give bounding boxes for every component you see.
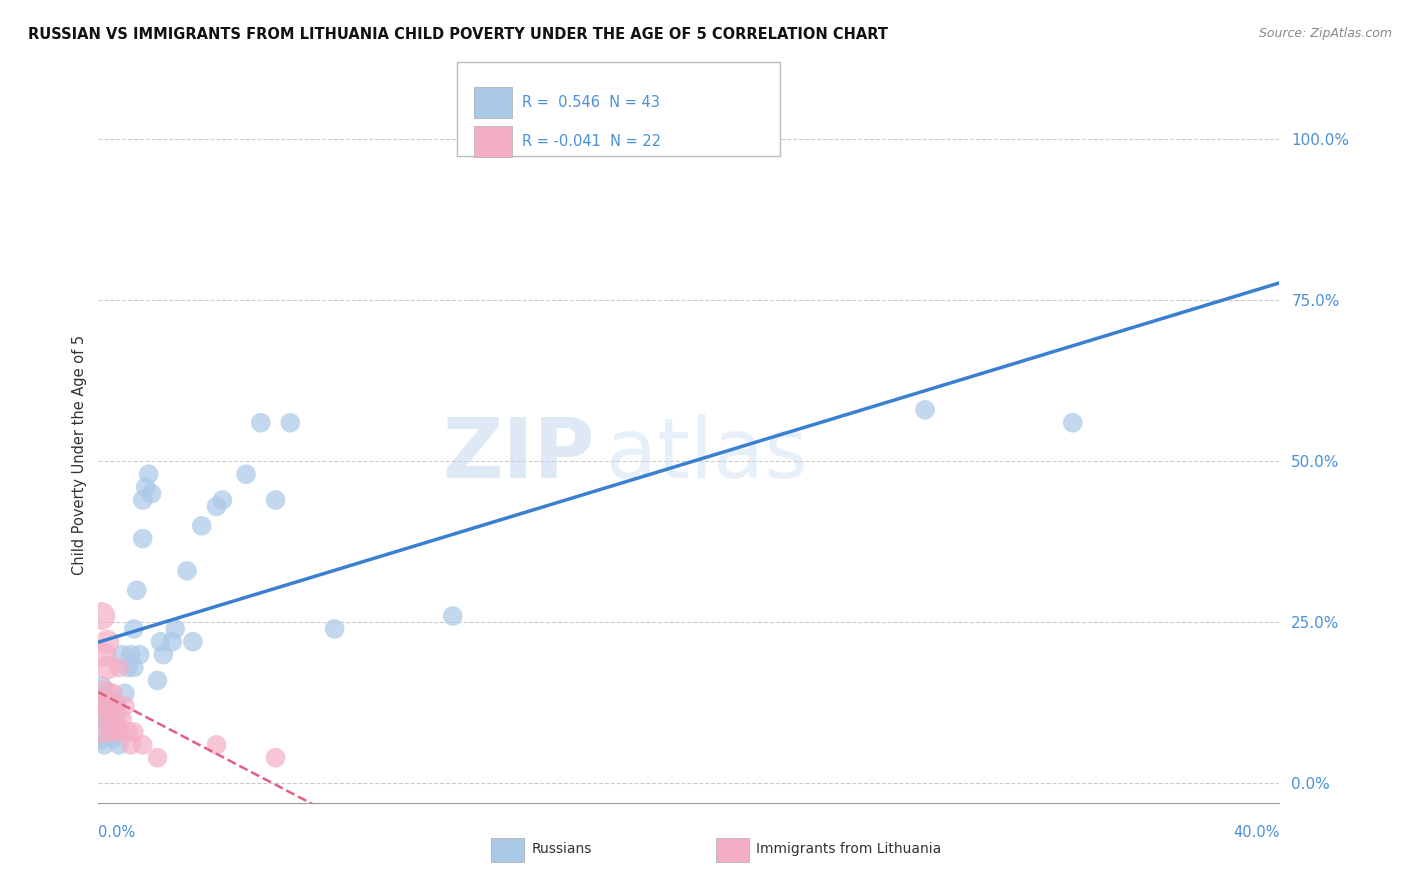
Y-axis label: Child Poverty Under the Age of 5: Child Poverty Under the Age of 5 <box>72 334 87 575</box>
Point <box>93 648 115 662</box>
Point <box>103 731 125 746</box>
Text: R = -0.041  N = 22: R = -0.041 N = 22 <box>522 134 661 149</box>
Point <box>105 699 128 714</box>
Point <box>914 402 936 417</box>
Point <box>98 712 121 726</box>
Point <box>96 686 118 700</box>
Point <box>96 712 118 726</box>
Point <box>132 532 155 546</box>
Point <box>96 634 118 648</box>
Point <box>90 609 112 624</box>
Point <box>138 467 160 482</box>
Point <box>105 699 128 714</box>
Point <box>114 699 136 714</box>
Point <box>235 467 257 482</box>
Point <box>441 609 464 624</box>
Point <box>128 648 150 662</box>
Point <box>264 750 287 764</box>
Text: atlas: atlas <box>606 415 808 495</box>
Point <box>98 725 121 739</box>
Point <box>122 660 145 674</box>
Point <box>111 648 134 662</box>
Point <box>250 416 273 430</box>
Text: R =  0.546  N = 43: R = 0.546 N = 43 <box>522 95 659 110</box>
Point <box>323 622 346 636</box>
Point <box>165 622 187 636</box>
Point <box>111 712 134 726</box>
Point <box>146 673 169 688</box>
Point <box>108 725 131 739</box>
Point <box>90 712 112 726</box>
Text: 0.0%: 0.0% <box>98 825 135 840</box>
Point <box>103 692 125 706</box>
Point <box>93 738 115 752</box>
Point <box>122 622 145 636</box>
Point <box>90 725 112 739</box>
Text: Russians: Russians <box>531 842 592 856</box>
Point <box>120 738 142 752</box>
Point <box>108 738 131 752</box>
Point <box>96 660 118 674</box>
Text: 40.0%: 40.0% <box>1233 825 1279 840</box>
Text: Source: ZipAtlas.com: Source: ZipAtlas.com <box>1258 27 1392 40</box>
Point <box>132 493 155 508</box>
Point <box>117 660 139 674</box>
Point <box>264 493 287 508</box>
Point <box>149 634 172 648</box>
Point <box>125 583 148 598</box>
Point <box>162 634 183 648</box>
Point <box>103 686 125 700</box>
Point <box>278 416 302 430</box>
Text: ZIP: ZIP <box>441 415 595 495</box>
Point <box>152 648 174 662</box>
Point <box>105 718 128 732</box>
Point <box>93 686 115 700</box>
Point <box>1062 416 1084 430</box>
Point <box>205 500 228 514</box>
Point <box>120 648 142 662</box>
Point <box>141 486 163 500</box>
Text: Immigrants from Lithuania: Immigrants from Lithuania <box>756 842 942 856</box>
Point <box>90 680 112 694</box>
Point <box>108 660 131 674</box>
Point <box>181 634 204 648</box>
Point <box>176 564 198 578</box>
Point <box>117 725 139 739</box>
Point <box>146 750 169 764</box>
Point <box>93 699 115 714</box>
Point <box>114 686 136 700</box>
Text: RUSSIAN VS IMMIGRANTS FROM LITHUANIA CHILD POVERTY UNDER THE AGE OF 5 CORRELATIO: RUSSIAN VS IMMIGRANTS FROM LITHUANIA CHI… <box>28 27 889 42</box>
Point <box>211 493 233 508</box>
Point <box>96 699 118 714</box>
Point <box>103 725 125 739</box>
Point <box>205 738 228 752</box>
Point <box>191 518 214 533</box>
Point <box>122 725 145 739</box>
Point <box>135 480 157 494</box>
Point <box>132 738 155 752</box>
